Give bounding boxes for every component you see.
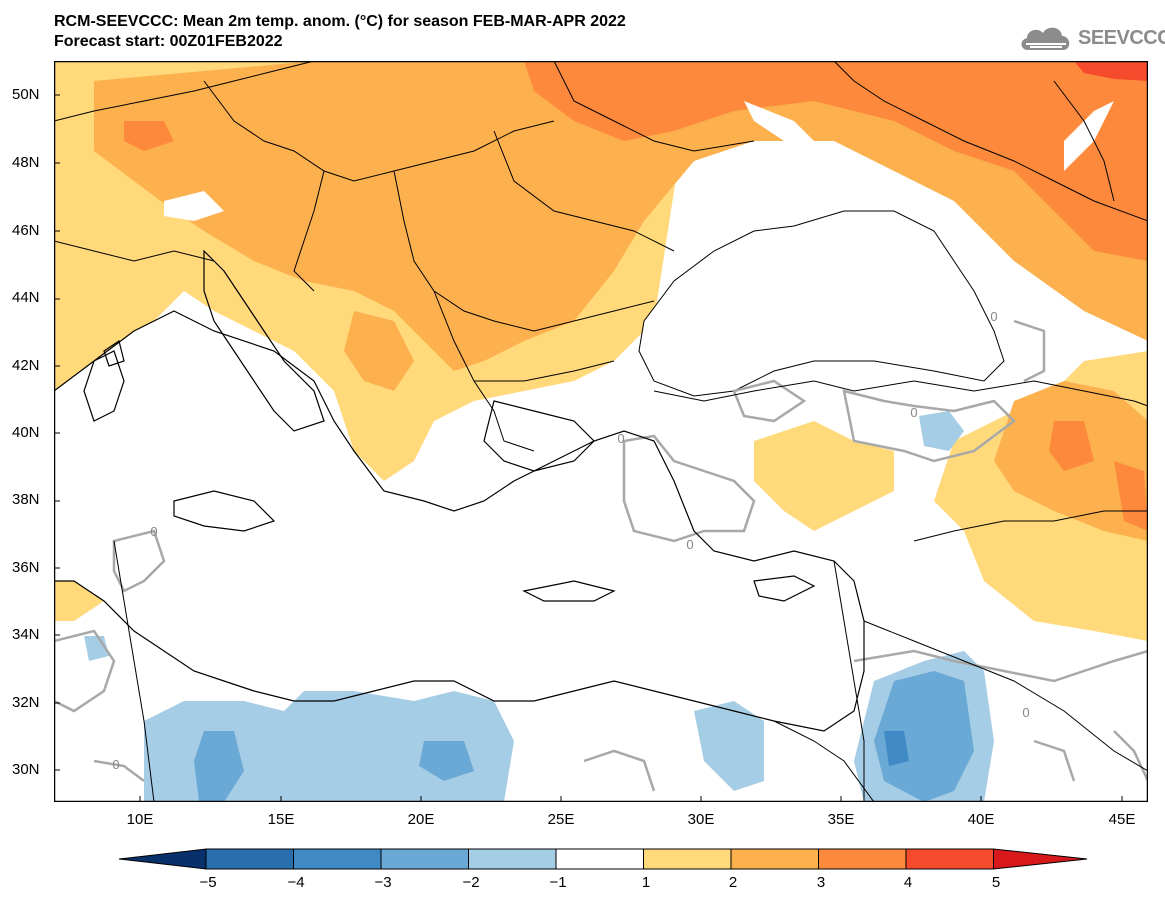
colorbar-segment (293, 848, 382, 870)
colorbar-segment (643, 848, 732, 870)
lat-label: 32N (12, 694, 40, 711)
seevccc-logo: SEEVCCC (1018, 22, 1165, 56)
contour-label: 0 (910, 405, 917, 420)
colorbar-label: 3 (816, 874, 826, 891)
colorbar-label: 5 (991, 874, 1001, 891)
map-title: RCM-SEEVCCC: Mean 2m temp. anom. (°C) fo… (54, 12, 626, 52)
colorbar-label: 4 (903, 874, 913, 891)
colorbar-segment (205, 848, 294, 870)
anomaly-band-2-3 (94, 61, 1148, 371)
anomaly-band-neg3-neg2 (194, 731, 244, 802)
contour-label: 0 (150, 524, 157, 539)
coastlines (54, 249, 865, 732)
colorbar-segment (468, 848, 557, 870)
anomaly-band-3-4 (524, 61, 1148, 261)
lon-label: 10E (126, 811, 154, 828)
lon-label: 15E (267, 811, 295, 828)
lon-label: 45E (1108, 811, 1136, 828)
lat-label: 42N (12, 357, 40, 374)
colorbar-label: 1 (641, 874, 651, 891)
lon-label: 40E (967, 811, 995, 828)
lat-label: 34N (12, 626, 40, 643)
colorbar-segment (818, 848, 907, 870)
lon-label: 35E (827, 811, 855, 828)
contour-label: 0 (617, 431, 624, 446)
cloud-icon (1021, 27, 1070, 50)
lon-label: 25E (547, 811, 575, 828)
colorbar-segment (905, 848, 994, 870)
colorbar-label: −2 (462, 874, 480, 891)
lat-label: 44N (12, 289, 40, 306)
lat-label: 36N (12, 559, 40, 576)
lat-label: 40N (12, 424, 40, 441)
colorbar-label: −5 (199, 874, 217, 891)
lon-label: 20E (407, 811, 435, 828)
colorbar-label: 2 (728, 874, 738, 891)
anomaly-band-neg4-neg3 (884, 731, 909, 766)
colorbar-svg (118, 848, 1088, 870)
colorbar-label: −3 (374, 874, 392, 891)
lon-label: 30E (687, 811, 715, 828)
lat-label: 38N (12, 491, 40, 508)
anomaly-map: 0 0 0 0 0 0 0 (54, 61, 1148, 802)
title-line-1: RCM-SEEVCCC: Mean 2m temp. anom. (°C) fo… (54, 13, 626, 30)
contour-label: 0 (686, 537, 693, 552)
tick-marks (54, 94, 1123, 802)
colorbar-label: −4 (287, 874, 305, 891)
lat-label: 46N (12, 222, 40, 239)
lat-label: 48N (12, 154, 40, 171)
contour-label: 0 (1022, 705, 1029, 720)
contour-label: 0 (112, 757, 119, 772)
contour-label: 0 (990, 309, 997, 324)
lat-label: 50N (12, 86, 40, 103)
black-sea (638, 210, 1005, 397)
anomaly-band-4-5 (1074, 61, 1148, 81)
anomaly-band-1-2 (54, 61, 1148, 641)
logo-text: SEEVCCC (1078, 27, 1165, 49)
mediterranean-sea (54, 311, 864, 731)
title-line-2: Forecast start: 00Z01FEB2022 (54, 33, 283, 50)
colorbar-segment (993, 848, 1088, 870)
colorbar-segment (380, 848, 469, 870)
country-borders (54, 61, 1148, 802)
contour-label-group: 0 0 0 0 0 0 0 (112, 309, 1029, 772)
colorbar-segment (118, 848, 207, 870)
colorbar-segment (555, 848, 644, 870)
colorbar-label: −1 (549, 874, 567, 891)
colorbar-segment (730, 848, 819, 870)
colorbar (118, 848, 1088, 870)
map-canvas: 0 0 0 0 0 0 0 (54, 61, 1148, 802)
lat-label: 30N (12, 761, 40, 778)
zero-contours (54, 319, 1148, 792)
